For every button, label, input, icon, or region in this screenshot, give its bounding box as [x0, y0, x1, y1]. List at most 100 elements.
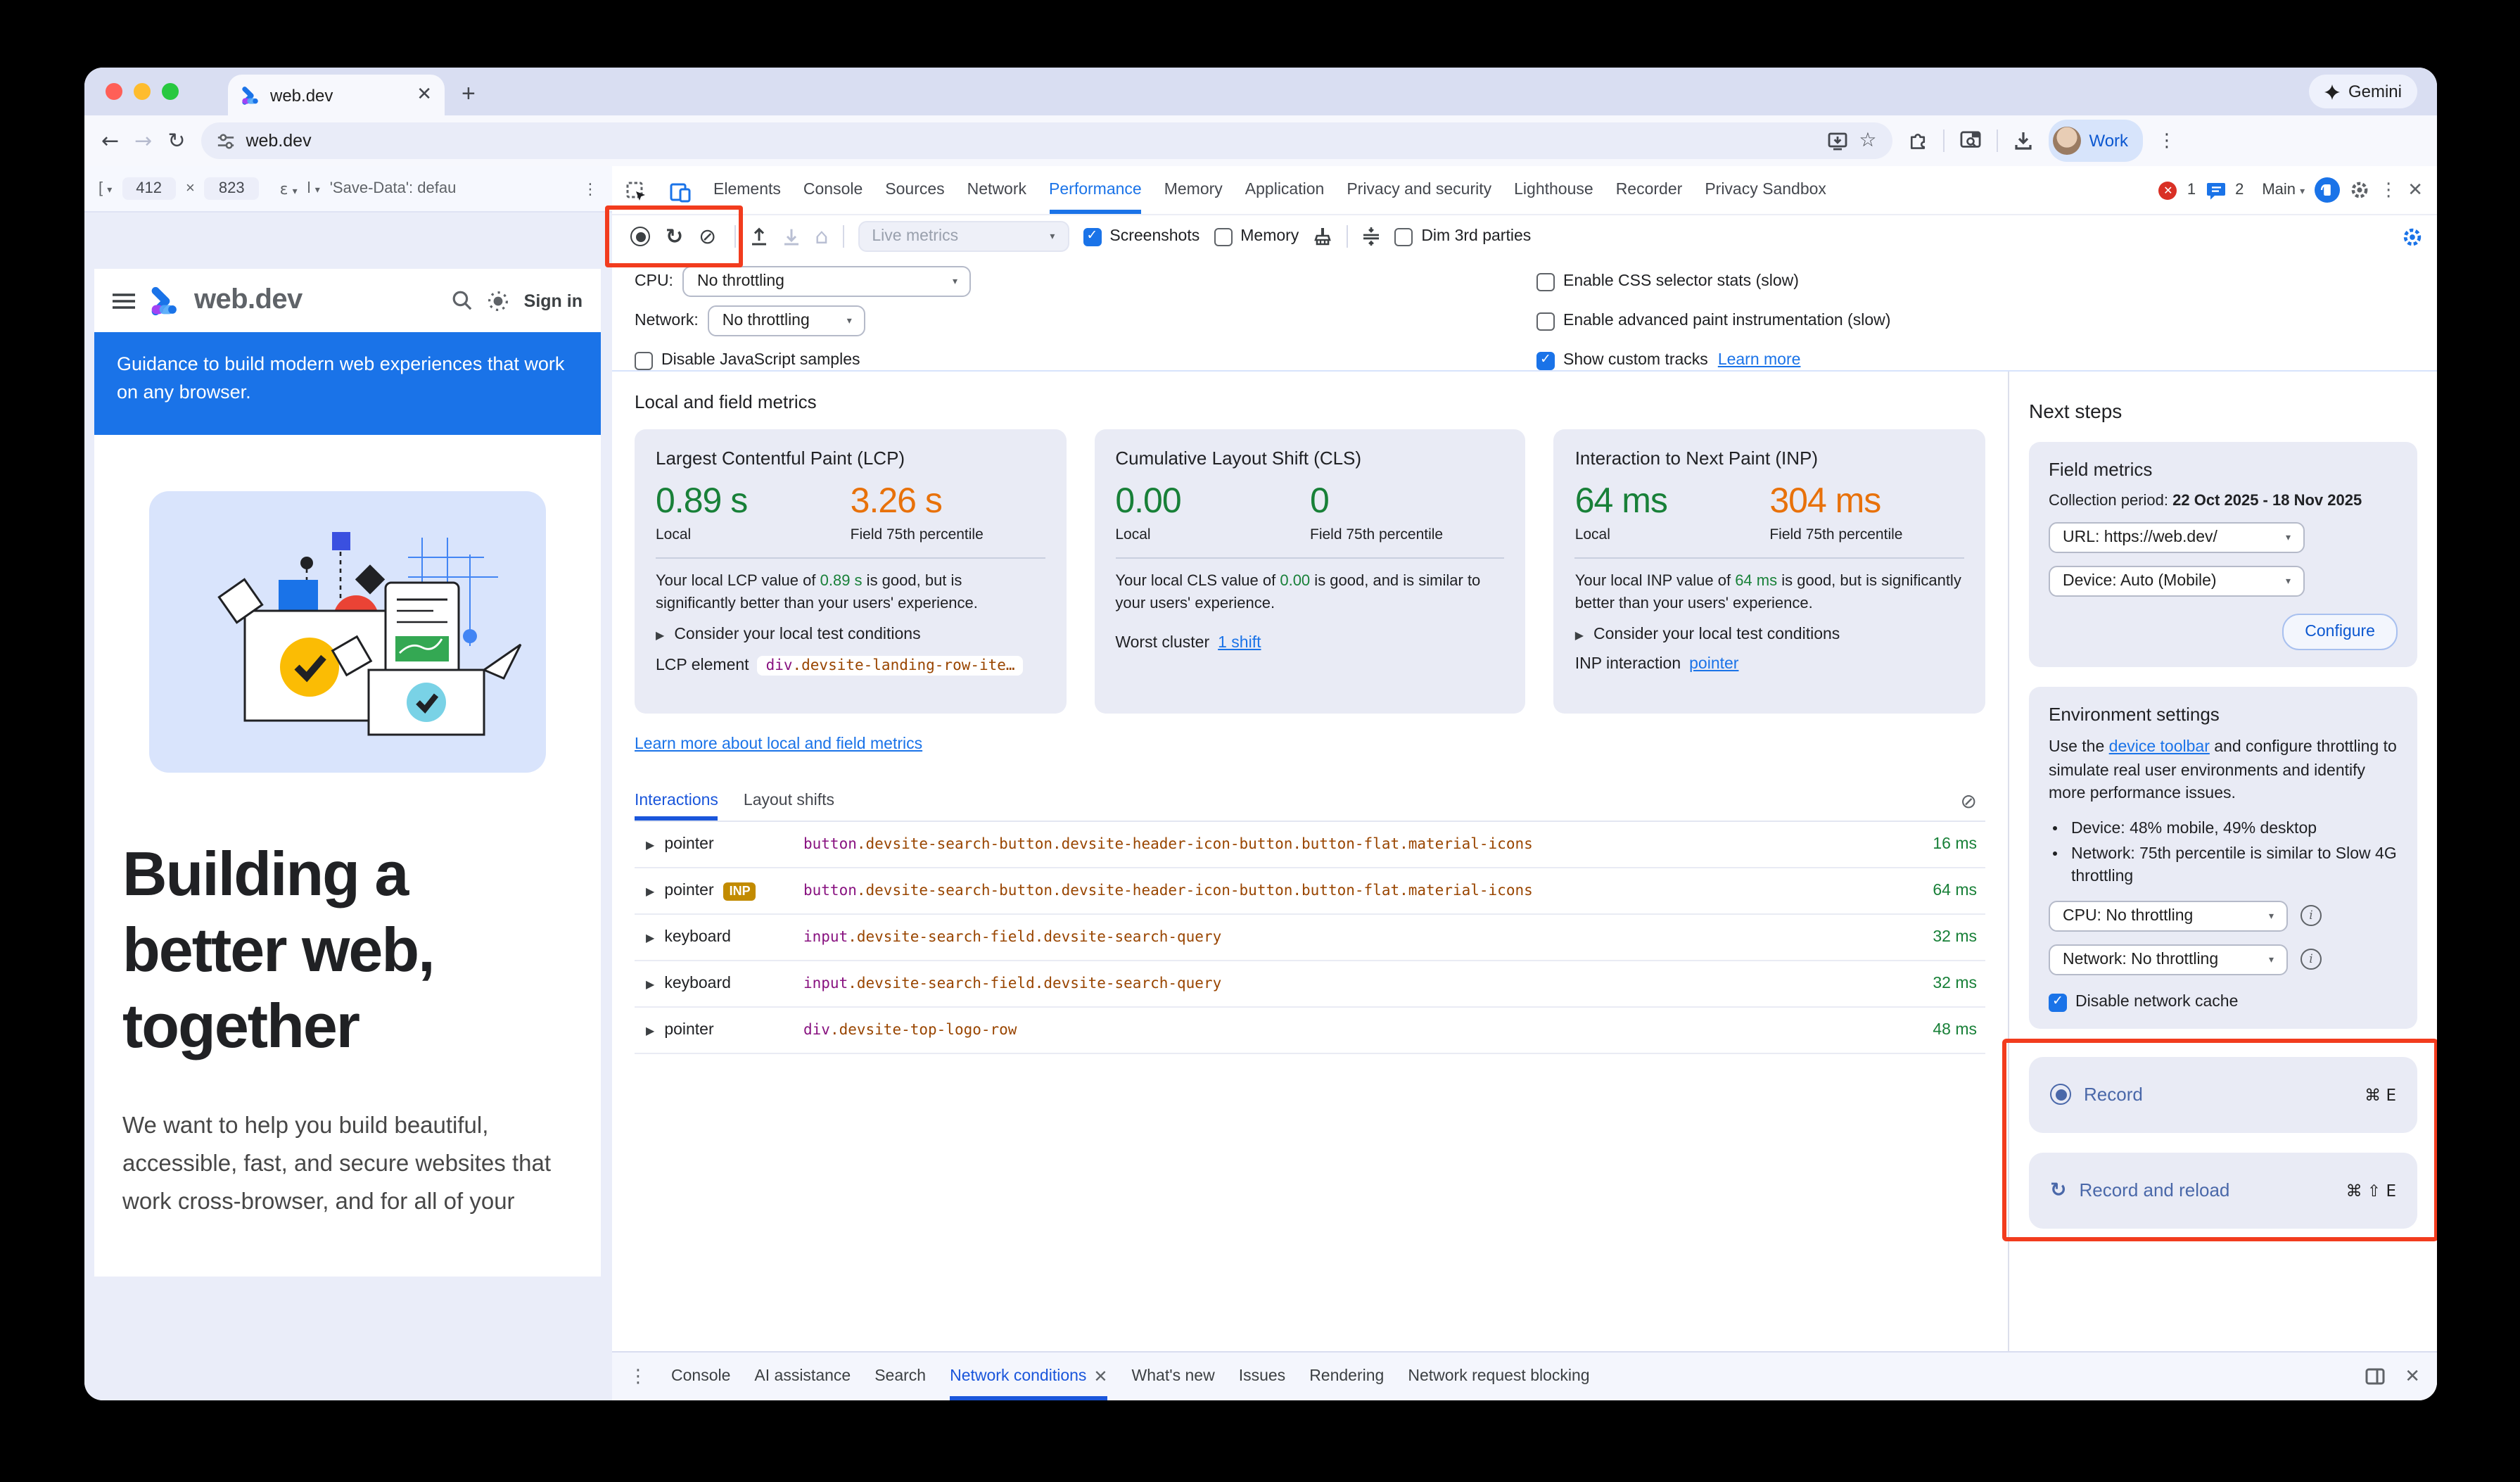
interaction-row[interactable]: ▶ pointer div.devsite-top-logo-row 48 ms: [635, 1008, 1985, 1054]
configure-button[interactable]: Configure: [2282, 614, 2398, 650]
save-profile-icon[interactable]: [782, 227, 801, 246]
drawer-tab-rendering[interactable]: Rendering: [1309, 1368, 1385, 1385]
lcp-element-link[interactable]: div.devsite-landing-row-ite…: [757, 656, 1024, 676]
minimize-window-button[interactable]: [134, 83, 151, 100]
extensions-icon[interactable]: [1907, 131, 1927, 151]
row-expand-icon[interactable]: ▶: [646, 838, 655, 851]
env-cpu-select[interactable]: CPU: No throttling ▾: [2049, 900, 2288, 931]
drawer-tab-ai-assistance[interactable]: AI assistance: [754, 1368, 851, 1385]
forward-icon[interactable]: →: [134, 128, 153, 153]
screencast-toggle-icon[interactable]: [2315, 177, 2341, 203]
devtools-settings-gear-icon[interactable]: [2350, 180, 2369, 200]
issues-bubble-icon[interactable]: [2206, 181, 2225, 199]
browser-menu-kebab-icon[interactable]: ⋮: [2158, 130, 2177, 151]
drawer-close-icon[interactable]: ✕: [2405, 1365, 2420, 1386]
disable-js-samples-checkbox[interactable]: Disable JavaScript samples: [635, 351, 860, 369]
show-custom-tracks-checkbox[interactable]: ✓ Show custom tracks: [1536, 351, 1708, 369]
new-tab-button[interactable]: +: [462, 80, 476, 107]
tab-close-icon[interactable]: ✕: [416, 84, 432, 106]
browser-tab[interactable]: web.dev ✕: [228, 75, 445, 115]
back-icon[interactable]: ←: [101, 128, 120, 153]
zoom-window-button[interactable]: [162, 83, 179, 100]
tab-privacy-security[interactable]: Privacy and security: [1347, 182, 1492, 198]
gemini-button[interactable]: Gemini: [2308, 75, 2417, 108]
tab-memory[interactable]: Memory: [1164, 182, 1223, 198]
inp-interaction-link[interactable]: pointer: [1689, 656, 1739, 673]
paint-instrumentation-checkbox[interactable]: Enable advanced paint instrumentation (s…: [1536, 312, 1890, 330]
hamburger-menu-icon[interactable]: [113, 292, 135, 309]
tab-application[interactable]: Application: [1245, 182, 1325, 198]
drawer-tab-network-request-blocking[interactable]: Network request blocking: [1408, 1368, 1590, 1385]
sign-in-button[interactable]: Sign in: [523, 291, 583, 310]
clear-interactions-icon[interactable]: ⊘: [1960, 791, 1977, 813]
collect-garbage-icon[interactable]: [1313, 227, 1332, 246]
interaction-row[interactable]: ▶ keyboard input.devsite-search-field.dev…: [635, 961, 1985, 1008]
tab-elements[interactable]: Elements: [713, 182, 781, 198]
disable-network-cache-checkbox[interactable]: ✓ Disable network cache: [2049, 993, 2398, 1011]
dimensions-dropdown[interactable]: [ ▾: [98, 180, 113, 197]
lcp-local-conditions-expander[interactable]: ▶ Consider your local test conditions: [656, 626, 921, 643]
tab-interactions[interactable]: Interactions: [635, 784, 718, 821]
tab-layout-shifts[interactable]: Layout shifts: [743, 792, 835, 809]
row-expand-icon[interactable]: ▶: [646, 885, 655, 897]
row-expand-icon[interactable]: ▶: [646, 1024, 655, 1037]
drawer-tab-network-conditions[interactable]: Network conditions ✕: [950, 1353, 1108, 1400]
error-badge-icon[interactable]: ✕: [2158, 181, 2177, 199]
inp-local-conditions-expander[interactable]: ▶ Consider your local test conditions: [1574, 626, 1840, 643]
record-and-reload-icon[interactable]: ↻: [666, 223, 684, 248]
field-device-select[interactable]: Device: Auto (Mobile) ▾: [2049, 566, 2305, 597]
throttling-dropdown[interactable]: l ▾: [307, 180, 320, 197]
record-and-reload-button[interactable]: ↻ Record and reload ⌘ ⇧ E: [2029, 1152, 2417, 1228]
worst-cluster-link[interactable]: 1 shift: [1218, 635, 1261, 652]
bookmark-star-icon[interactable]: ☆: [1859, 129, 1877, 152]
custom-tracks-learn-more-link[interactable]: Learn more: [1717, 352, 1801, 369]
site-settings-icon[interactable]: [216, 132, 234, 150]
network-throttling-select[interactable]: No throttling ▾: [708, 305, 866, 336]
drawer-kebab-icon[interactable]: ⋮: [629, 1366, 647, 1387]
row-expand-icon[interactable]: ▶: [646, 977, 655, 990]
webdev-brand[interactable]: web.dev: [194, 284, 303, 315]
drawer-tab-issues[interactable]: Issues: [1238, 1368, 1286, 1385]
downloads-icon[interactable]: [2013, 131, 2032, 151]
interaction-row[interactable]: ▶ keyboard input.devsite-search-field.dev…: [635, 915, 1985, 961]
load-profile-icon[interactable]: [750, 227, 768, 246]
screenshots-checkbox[interactable]: ✓ Screenshots: [1083, 227, 1199, 246]
tab-lighthouse[interactable]: Lighthouse: [1514, 182, 1593, 198]
tab-console[interactable]: Console: [803, 182, 863, 198]
zoom-dropdown[interactable]: ɛ ▾: [279, 179, 298, 198]
record-button[interactable]: Record ⌘ E: [2029, 1056, 2417, 1132]
device-toolbar-kebab-icon[interactable]: ⋮: [583, 179, 598, 198]
main-context-dropdown[interactable]: Main ▾: [2262, 182, 2305, 198]
env-network-select[interactable]: Network: No throttling ▾: [2049, 944, 2288, 975]
interaction-row[interactable]: ▶ pointer button.devsite-search-button.de…: [635, 822, 1985, 868]
memory-checkbox[interactable]: Memory: [1214, 227, 1299, 246]
drawer-tab-whats-new[interactable]: What's new: [1131, 1368, 1215, 1385]
webdev-logo[interactable]: [149, 285, 180, 316]
tab-sources[interactable]: Sources: [885, 182, 945, 198]
dim-3rd-parties-checkbox[interactable]: Dim 3rd parties: [1394, 227, 1531, 246]
profile-chip[interactable]: Work: [2048, 120, 2143, 162]
search-side-panel-icon[interactable]: [1959, 131, 1980, 151]
drawer-tab-search[interactable]: Search: [874, 1368, 927, 1385]
row-expand-icon[interactable]: ▶: [646, 931, 655, 944]
tab-privacy-sandbox[interactable]: Privacy Sandbox: [1705, 182, 1826, 198]
capture-settings-gear-icon[interactable]: [2402, 226, 2423, 247]
device-toolbar-toggle-icon[interactable]: [670, 166, 691, 214]
drawer-tab-console[interactable]: Console: [671, 1368, 731, 1385]
devtools-close-icon[interactable]: ✕: [2407, 179, 2423, 200]
collapse-sections-icon[interactable]: [1362, 227, 1380, 246]
theme-toggle-sun-icon[interactable]: [488, 289, 510, 312]
drawer-layout-icon[interactable]: [2365, 1368, 2385, 1385]
reload-icon[interactable]: ↻: [167, 128, 186, 153]
field-url-select[interactable]: URL: https://web.dev/▾: [2049, 522, 2305, 553]
tab-performance[interactable]: Performance: [1049, 166, 1142, 214]
devtools-kebab-icon[interactable]: ⋮: [2379, 179, 2398, 201]
network-info-icon[interactable]: i: [2301, 949, 2322, 970]
home-icon[interactable]: ⌂: [815, 223, 829, 248]
tab-recorder[interactable]: Recorder: [1615, 182, 1683, 198]
cpu-info-icon[interactable]: i: [2301, 905, 2322, 926]
page-search-icon[interactable]: [452, 290, 473, 311]
tab-network[interactable]: Network: [967, 182, 1027, 198]
device-height-field[interactable]: 823: [204, 177, 259, 200]
drawer-tab-close-icon[interactable]: ✕: [1093, 1367, 1108, 1386]
